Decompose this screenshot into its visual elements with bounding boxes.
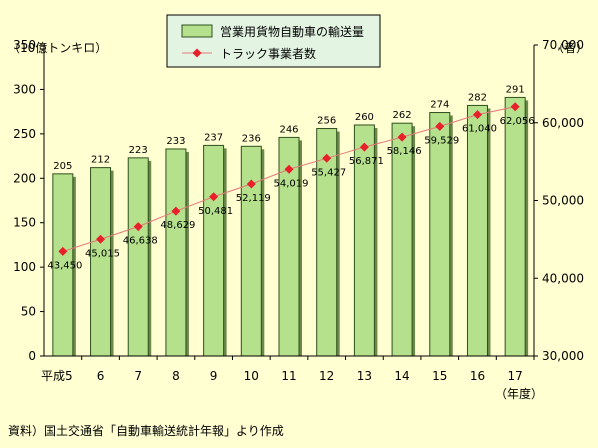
x-tick-label: 16: [470, 369, 485, 383]
line-marker: [322, 153, 332, 163]
bar: [240, 145, 262, 357]
legend-line-label: トラック事業者数: [220, 46, 316, 61]
line-marker: [246, 179, 256, 189]
line-marker: [133, 222, 143, 232]
y-left-axis-unit: （10億トンキロ）: [8, 41, 107, 55]
y-left-tick-label: 50: [21, 305, 36, 319]
line-marker: [209, 192, 219, 202]
x-tick-label: 11: [281, 369, 296, 383]
line-marker: [435, 121, 445, 131]
legend-bar-swatch: [181, 24, 213, 38]
line-data-label: 48,629: [160, 220, 195, 231]
bar: [466, 104, 488, 357]
source-note: 資料）国土交通省「自動車輸送統計年報」より作成: [8, 423, 284, 438]
bar-data-label: 262: [393, 110, 412, 121]
x-tick-label: 7: [134, 369, 142, 383]
x-tick-label: 12: [319, 369, 334, 383]
bar: [429, 112, 451, 357]
bar-data-label: 205: [53, 161, 72, 172]
bar-data-label: 260: [355, 112, 374, 123]
bar-data-label: 237: [204, 132, 223, 143]
line-data-label: 50,481: [198, 206, 233, 217]
line-marker: [510, 102, 520, 112]
y-right-tick-label: 70,000: [542, 38, 584, 52]
line-data-label: 43,450: [47, 260, 82, 271]
bar: [90, 167, 112, 357]
line-marker: [58, 246, 68, 256]
y-left-tick-label: 350: [13, 38, 36, 52]
x-tick-label: 13: [357, 369, 372, 383]
line-data-label: 62,056: [500, 116, 535, 127]
line-data-labels: 43,45045,01546,63848,62950,48152,11954,0…: [47, 116, 534, 272]
line-marker: [397, 132, 407, 142]
bar-data-label: 274: [430, 100, 449, 111]
line-data-label: 59,529: [424, 135, 459, 146]
bar: [203, 144, 225, 357]
bar-series: [52, 96, 529, 357]
line-data-label: 55,427: [311, 167, 346, 178]
line-data-label: 45,015: [85, 248, 120, 259]
y-left-tick-label: 300: [13, 82, 36, 96]
bar-data-label: 282: [468, 92, 487, 103]
line-marker: [359, 142, 369, 152]
line-marker: [171, 206, 181, 216]
bar-data-label: 223: [129, 145, 148, 156]
y-right-tick-label: 30,000: [542, 349, 584, 363]
legend-bar-label: 営業用貨物自動車の輸送量: [220, 24, 364, 39]
axes: 0 50 100 150 200 250 300 350 30,000 40,000 50,000 6…: [13, 38, 584, 383]
x-tick-label: 9: [210, 369, 218, 383]
y-left-tick-label: 0: [28, 349, 36, 363]
y-right-tick-label: 40,000: [542, 271, 584, 285]
x-tick-label: 10: [244, 369, 259, 383]
x-tick-label: 8: [172, 369, 180, 383]
legend-line-marker: [192, 48, 202, 58]
line-series: [58, 102, 520, 256]
x-tick-label: 平成5: [41, 369, 73, 383]
x-tick-label: 15: [432, 369, 447, 383]
line-data-label: 54,019: [274, 178, 309, 189]
line-data-label: 46,638: [123, 236, 158, 247]
y-left-tick-label: 200: [13, 171, 36, 185]
bar-data-label: 236: [242, 133, 261, 144]
bar: [504, 96, 526, 357]
x-tick-label: 6: [97, 369, 105, 383]
bar: [165, 148, 187, 357]
line-data-label: 61,040: [462, 124, 497, 135]
y-right-axis-unit: （者）: [552, 41, 588, 55]
x-tick-label: 14: [394, 369, 409, 383]
bar-data-label: 256: [317, 116, 336, 127]
bar: [127, 157, 149, 357]
bar-data-label: 291: [506, 84, 525, 95]
y-right-tick-label: 50,000: [542, 194, 584, 208]
line-marker: [96, 234, 106, 244]
line-data-label: 56,871: [349, 156, 384, 167]
line-marker: [472, 110, 482, 120]
y-right-tick-label: 60,000: [542, 116, 584, 130]
y-left-tick-label: 150: [13, 216, 36, 230]
y-left-tick-label: 100: [13, 260, 36, 274]
line-data-label: 58,146: [387, 146, 422, 157]
bar-data-label: 246: [279, 124, 298, 135]
bar-data-labels: 205 212 223 233 237 236 246 256 260 262 274 282 291: [53, 84, 524, 171]
legend-box: [166, 14, 381, 68]
line-data-label: 52,119: [236, 193, 271, 204]
bar-data-label: 212: [91, 155, 110, 166]
bar: [391, 122, 413, 357]
x-tick-label: 17: [508, 369, 523, 383]
y-left-tick-label: 250: [13, 127, 36, 141]
x-axis-unit: （年度）: [495, 386, 543, 401]
bar-data-label: 233: [166, 136, 185, 147]
line-marker: [284, 164, 294, 174]
